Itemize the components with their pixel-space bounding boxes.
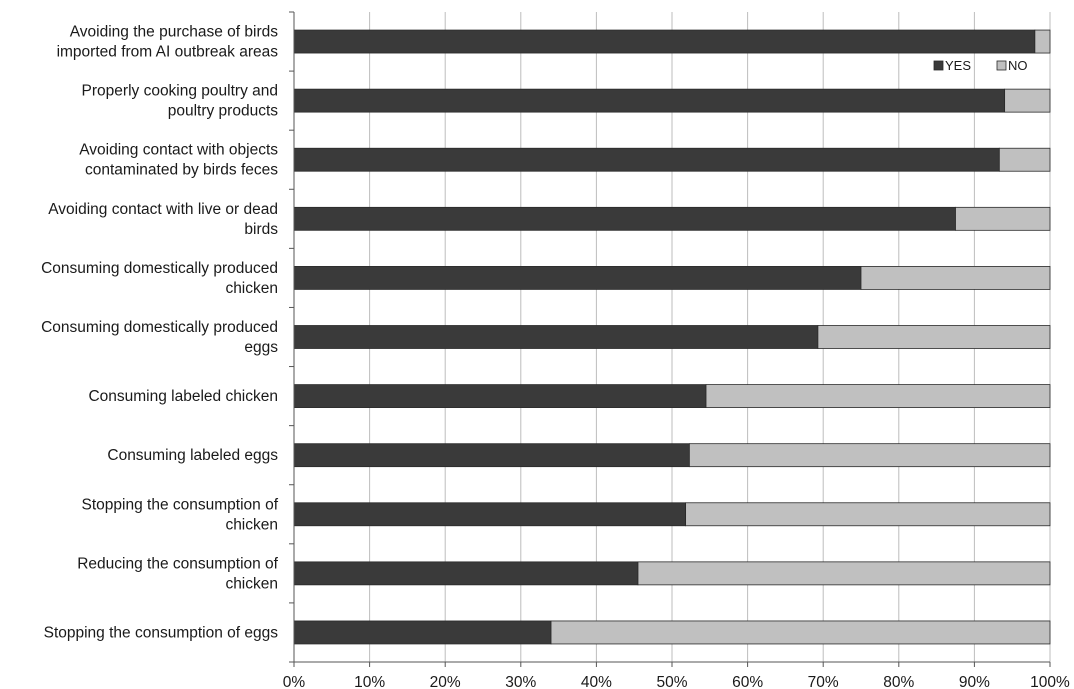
x-tick-label: 80% xyxy=(883,674,914,689)
legend-label-no: NO xyxy=(1008,58,1028,73)
bar-segment-yes xyxy=(293,384,707,408)
category-label: Stopping the consumption of eggs xyxy=(44,624,279,641)
x-tick-label: 50% xyxy=(656,674,687,689)
category-label: chicken xyxy=(225,280,278,297)
x-tick-label: 0% xyxy=(283,674,306,689)
x-tick-label: 20% xyxy=(430,674,461,689)
x-tick-label: 40% xyxy=(581,674,612,689)
bar-segment-no xyxy=(998,147,1051,172)
axes xyxy=(289,11,1051,667)
category-label: chicken xyxy=(225,575,278,592)
bar-segment-no xyxy=(685,502,1051,527)
x-tick-label: 100% xyxy=(1030,674,1070,689)
bar-segment-yes xyxy=(293,147,1000,172)
bar-segment-yes xyxy=(293,325,819,349)
category-label: contaminated by birds feces xyxy=(85,162,278,179)
bar-segment-yes xyxy=(293,620,552,645)
x-axis-tick-labels: 0% 10% 20% 30% 40% 50% 60% 70% 80% 90% 100% xyxy=(283,674,1070,689)
legend-label-yes: YES xyxy=(945,58,971,73)
category-label: chicken xyxy=(225,516,278,533)
legend-swatch-yes xyxy=(933,60,944,71)
bar-segment-yes xyxy=(293,266,862,290)
category-label: Consuming labeled eggs xyxy=(107,447,278,464)
legend: YES NO xyxy=(933,58,1028,73)
category-label: Avoiding the purchase of birds xyxy=(70,24,278,41)
x-tick-label: 60% xyxy=(732,674,763,689)
category-label: eggs xyxy=(244,339,278,356)
bar-segment-no xyxy=(860,266,1051,290)
bar-segment-yes xyxy=(293,443,690,468)
category-label: Properly cooking poultry and xyxy=(82,83,278,100)
x-tick-label: 10% xyxy=(354,674,385,689)
category-label: Consuming domestically produced xyxy=(41,260,278,277)
bars xyxy=(293,29,1051,645)
bar-segment-no xyxy=(817,325,1051,349)
bar-segment-yes xyxy=(293,206,956,231)
bar-segment-yes xyxy=(293,561,639,586)
bar-segment-no xyxy=(688,443,1051,468)
x-tick-label: 90% xyxy=(959,674,990,689)
category-label: Consuming domestically produced xyxy=(41,319,278,336)
x-tick-label: 70% xyxy=(808,674,839,689)
legend-swatch-no xyxy=(996,60,1007,71)
category-label: poultry products xyxy=(168,103,279,120)
bar-segment-no xyxy=(1034,29,1051,54)
bar-segment-no xyxy=(1004,88,1051,113)
category-label: imported from AI outbreak areas xyxy=(57,44,279,61)
bar-segment-no xyxy=(705,384,1051,408)
bar-segment-no xyxy=(955,206,1051,231)
bar-segment-yes xyxy=(293,502,687,527)
bar-segment-yes xyxy=(293,88,1006,113)
category-label: Avoiding contact with objects xyxy=(79,142,278,159)
bar-segment-no xyxy=(637,561,1051,586)
bar-segment-yes xyxy=(293,29,1036,54)
x-tick-label: 30% xyxy=(505,674,536,689)
bar-segment-no xyxy=(550,620,1051,645)
category-label: Reducing the consumption of xyxy=(77,555,278,572)
category-label: birds xyxy=(244,221,278,238)
category-labels: Avoiding the purchase of birds imported f… xyxy=(41,24,279,642)
category-label: Stopping the consumption of xyxy=(82,496,279,513)
category-label: Consuming labeled chicken xyxy=(88,388,278,405)
category-label: Avoiding contact with live or dead xyxy=(48,201,278,218)
